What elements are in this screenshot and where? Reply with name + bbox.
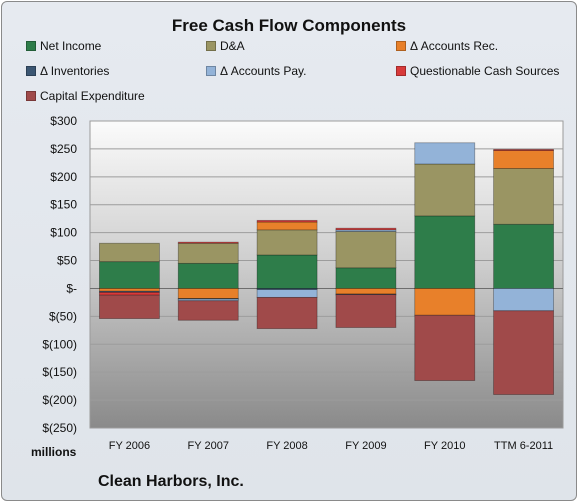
y-tick-label: $(200) xyxy=(42,393,77,407)
bar-segment xyxy=(177,300,239,321)
y-tick-label: $(150) xyxy=(42,365,77,379)
bar-segment xyxy=(335,288,397,295)
legend-label: Questionable Cash Sources xyxy=(410,64,560,78)
bar-segment xyxy=(414,163,476,217)
legend-label: Δ Inventories xyxy=(40,64,110,78)
plot-area xyxy=(89,120,564,429)
y-tick-label: $(50) xyxy=(49,309,77,323)
y-axis-units-label: millions xyxy=(31,445,77,459)
bar-segment xyxy=(493,310,554,395)
legend-swatch xyxy=(26,66,36,76)
legend-label: Capital Expenditure xyxy=(40,89,145,103)
x-tick-label: FY 2008 xyxy=(266,440,307,452)
legend-item: Δ Inventories xyxy=(26,64,109,78)
bar-segment xyxy=(414,314,476,381)
y-tick-label: $(250) xyxy=(42,421,77,435)
y-tick-label: $50 xyxy=(57,254,77,268)
legend-swatch xyxy=(396,66,406,76)
legend-label: Δ Accounts Rec. xyxy=(410,39,499,53)
bar-segment xyxy=(335,294,397,328)
y-tick-label: $150 xyxy=(50,198,77,212)
bar-segment xyxy=(256,289,318,298)
y-tick-label: $200 xyxy=(50,170,77,184)
legend-swatch xyxy=(26,91,36,101)
legend-swatch xyxy=(206,66,216,76)
bar-segment xyxy=(99,291,160,296)
y-tick-label: $100 xyxy=(50,226,77,240)
x-tick-label: TTM 6-2011 xyxy=(494,440,553,452)
bar-segment xyxy=(493,150,554,169)
bar-segment xyxy=(414,215,476,289)
bar-segment xyxy=(177,262,239,289)
legend-item: Δ Accounts Rec. xyxy=(396,39,498,53)
x-tick-label: FY 2010 xyxy=(424,440,465,452)
bar-segment xyxy=(256,254,318,289)
bar-segment xyxy=(99,261,160,289)
company-name: Clean Harbors, Inc. xyxy=(98,473,244,490)
y-tick-label: $- xyxy=(66,281,77,295)
y-tick-label: $250 xyxy=(50,142,77,156)
bar-segment xyxy=(99,288,160,292)
legend-label: Net Income xyxy=(40,39,102,53)
bar-segment xyxy=(414,142,476,165)
legend-item: Δ Accounts Pay. xyxy=(206,64,307,78)
bar-segment xyxy=(177,288,239,299)
bar-segment xyxy=(99,242,160,263)
bar-segment xyxy=(256,219,318,223)
x-tick-label: FY 2009 xyxy=(345,440,386,452)
legend-item: Capital Expenditure xyxy=(26,89,145,103)
legend-swatch xyxy=(396,41,406,51)
legend-swatch xyxy=(26,41,36,51)
chart-title: Free Cash Flow Components xyxy=(171,16,407,35)
bar-segment xyxy=(335,227,397,231)
x-tick-label: FY 2007 xyxy=(188,440,229,452)
bar-segment xyxy=(493,223,554,289)
bar-segment xyxy=(256,296,318,330)
bar-segment xyxy=(99,294,160,319)
bar-segment xyxy=(256,229,318,256)
legend-item: D&A xyxy=(206,39,245,53)
legend-item: Net Income xyxy=(26,39,101,53)
bar-segment xyxy=(335,231,397,269)
x-tick-label: FY 2006 xyxy=(109,440,150,452)
bar-segment xyxy=(493,288,554,312)
legend-swatch xyxy=(206,41,216,51)
bar-segment xyxy=(414,288,476,316)
bar-segment xyxy=(493,168,554,225)
legend-label: Δ Accounts Pay. xyxy=(220,64,307,78)
bar-segment xyxy=(335,267,397,289)
bar-segment xyxy=(256,221,318,231)
legend-item: Questionable Cash Sources xyxy=(396,64,559,78)
bar-segment xyxy=(493,149,554,151)
y-tick-label: $300 xyxy=(50,114,77,128)
legend-label: D&A xyxy=(220,39,245,53)
bar-segment xyxy=(177,242,239,264)
bar-segment xyxy=(177,241,239,244)
y-tick-label: $(100) xyxy=(42,337,77,351)
